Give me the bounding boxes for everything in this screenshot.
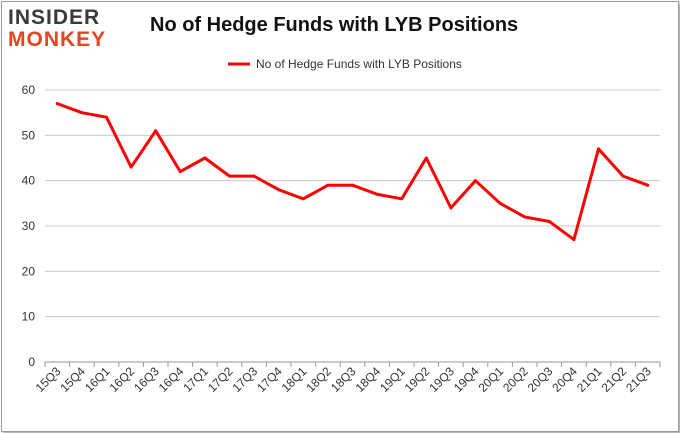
x-tick-label: 19Q1	[377, 364, 408, 395]
data-point	[449, 206, 453, 210]
chart-title: No of Hedge Funds with LYB Positions	[150, 14, 519, 36]
data-point	[105, 115, 108, 119]
data-point	[547, 219, 551, 223]
y-tick-label: 10	[22, 310, 36, 324]
y-axis-ticks: 0 10 20 30 40 50 60	[22, 83, 36, 369]
data-point	[178, 170, 182, 174]
x-tick-label: 21Q3	[623, 364, 654, 395]
x-tick-label: 20Q2	[500, 364, 531, 395]
x-tick-label: 19Q2	[402, 364, 433, 395]
x-tick-label: 17Q3	[230, 364, 261, 395]
x-tick-label: 17Q2	[205, 364, 236, 395]
x-tick-label: 20Q4	[549, 364, 580, 395]
data-point	[301, 197, 305, 201]
x-tick-label: 19Q3	[426, 364, 457, 395]
y-tick-label: 40	[22, 174, 36, 188]
x-tick-label: 21Q1	[574, 364, 605, 395]
y-tick-label: 50	[22, 128, 36, 142]
x-tick-label: 17Q1	[180, 364, 211, 395]
data-point	[424, 156, 428, 160]
x-tick-label: 18Q3	[328, 364, 359, 395]
data-point	[474, 179, 477, 183]
data-point	[351, 183, 354, 187]
insider-monkey-logo: INSIDER MONKEY	[8, 6, 126, 54]
data-point	[203, 156, 207, 160]
data-point	[277, 188, 281, 192]
x-tick-label: 17Q4	[254, 364, 285, 395]
data-point	[572, 238, 576, 242]
data-point	[621, 174, 625, 178]
data-point	[498, 201, 502, 205]
legend: No of Hedge Funds with LYB Positions	[228, 57, 462, 71]
data-point	[646, 183, 650, 187]
x-tick-label: 21Q2	[599, 364, 630, 395]
x-tick-label: 20Q1	[476, 364, 507, 395]
gridlines	[45, 89, 660, 318]
x-tick-label: 18Q2	[303, 364, 334, 395]
data-point	[252, 174, 256, 178]
data-point	[523, 215, 527, 219]
x-tick-label: 16Q2	[107, 364, 138, 395]
logo-line-2: MONKEY	[8, 28, 107, 51]
data-point	[129, 165, 133, 169]
x-axis-ticks: 15Q315Q416Q116Q216Q316Q417Q117Q217Q317Q4…	[33, 362, 661, 395]
x-tick-label: 16Q3	[131, 364, 162, 395]
y-tick-label: 60	[22, 83, 36, 97]
data-point	[154, 129, 158, 133]
x-tick-label: 18Q1	[279, 364, 310, 395]
x-tick-label: 16Q1	[82, 364, 113, 395]
data-point	[55, 102, 59, 106]
y-tick-label: 20	[22, 264, 36, 278]
y-tick-label: 0	[28, 355, 35, 369]
y-tick-label: 30	[22, 219, 36, 233]
logo-line-1: INSIDER	[8, 6, 101, 29]
data-point	[597, 147, 600, 151]
data-point	[80, 111, 84, 115]
data-point	[326, 183, 330, 187]
x-tick-label: 16Q4	[156, 364, 187, 395]
x-tick-label: 15Q3	[33, 364, 64, 395]
x-tick-label: 15Q4	[57, 364, 88, 395]
legend-label: No of Hedge Funds with LYB Positions	[256, 57, 462, 71]
data-point	[375, 192, 379, 196]
series-line	[55, 102, 650, 242]
data-point	[228, 174, 231, 178]
series-group	[55, 102, 650, 242]
x-tick-label: 19Q4	[451, 364, 482, 395]
x-tick-label: 18Q4	[353, 364, 384, 395]
x-tick-label: 20Q3	[525, 364, 556, 395]
data-point	[400, 197, 404, 201]
